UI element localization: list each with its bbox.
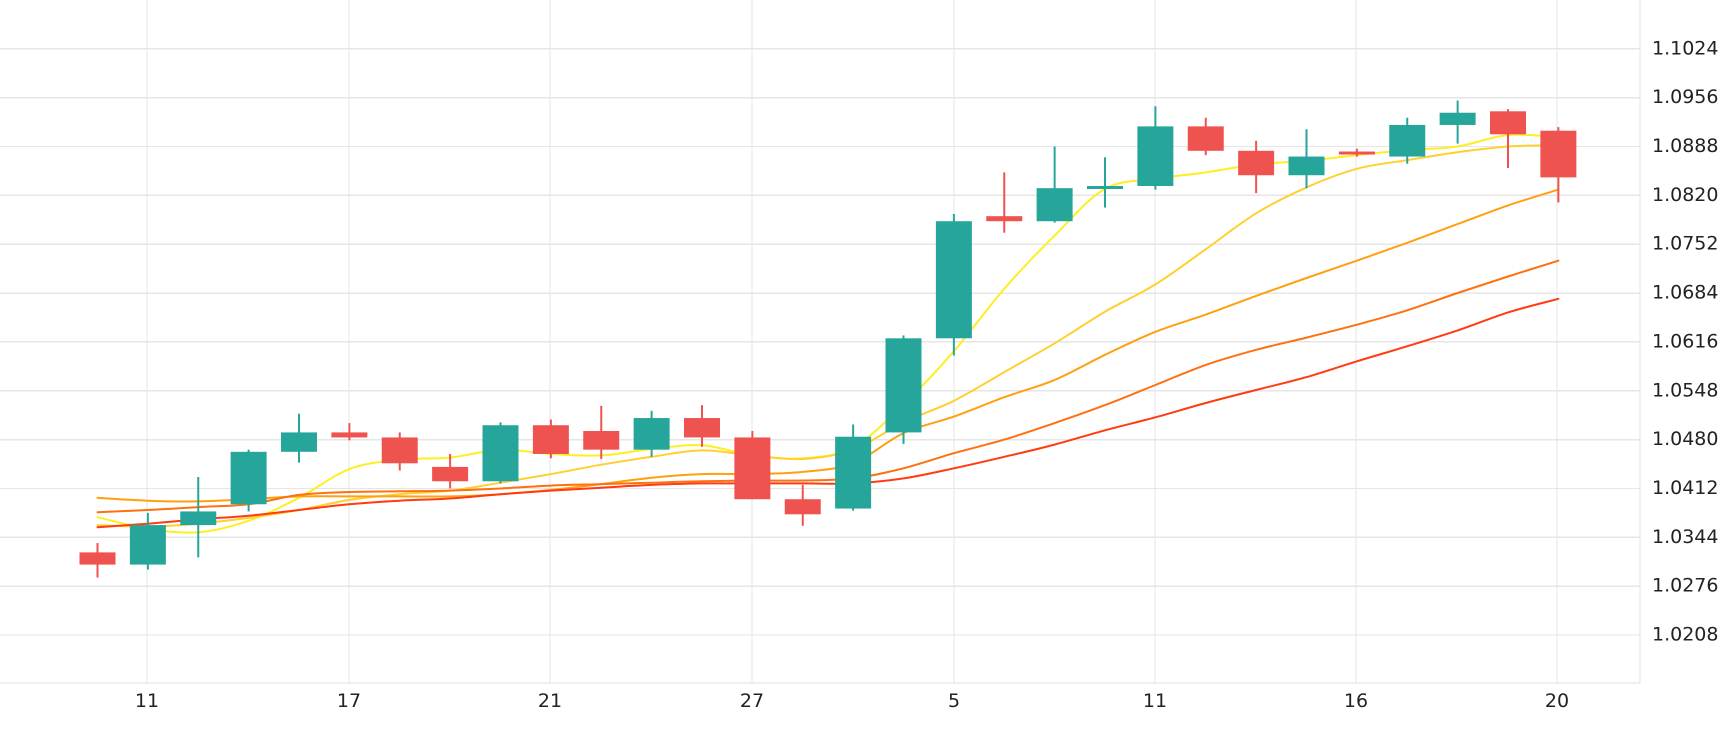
bullish-candle-body — [1137, 126, 1174, 187]
y-tick-label: 1.0684 — [1652, 282, 1718, 304]
moving-average-line-4 — [96, 259, 1560, 514]
candle — [684, 405, 720, 447]
y-tick-label: 1.0548 — [1652, 379, 1718, 401]
y-tick-label: 1.0888 — [1652, 135, 1718, 157]
bullish-candle-body — [180, 511, 217, 526]
candle — [281, 413, 317, 463]
x-tick-label: 27 — [740, 690, 764, 712]
y-tick-label: 1.0344 — [1652, 526, 1718, 548]
candle — [1238, 140, 1275, 194]
bullish-candle-body — [885, 338, 922, 433]
axis-layer: 1.1024 1.0956 1.0888 1.0820 1.0752 1.0684 1.06… — [0, 0, 1718, 712]
candle — [1036, 146, 1073, 223]
y-tick-label: 1.0480 — [1652, 428, 1718, 450]
y-tick-label: 1.0956 — [1652, 86, 1718, 108]
bearish-candle-body — [1187, 126, 1224, 151]
bullish-candle-body — [129, 525, 166, 565]
bullish-candle-body — [835, 436, 872, 509]
candle — [79, 543, 116, 578]
x-tick-label: 21 — [538, 690, 562, 712]
candle — [381, 432, 418, 471]
bullish-candle-body — [281, 432, 317, 452]
grid-layer — [0, 0, 1640, 683]
candle — [885, 335, 922, 444]
moving-average-line-2 — [96, 144, 1560, 528]
bearish-candle-body — [381, 437, 418, 464]
x-tick-label: 5 — [948, 690, 960, 712]
bullish-candle-body — [1288, 156, 1325, 176]
bearish-candle-body — [734, 437, 771, 500]
bearish-candle-body — [784, 499, 821, 515]
candle — [432, 453, 469, 489]
candle — [1540, 127, 1577, 203]
y-tick-label: 1.0276 — [1652, 575, 1718, 597]
bullish-candle-body — [230, 451, 267, 505]
candle — [1490, 109, 1526, 169]
bullish-candle-body — [1439, 112, 1476, 125]
bearish-candle-body — [532, 425, 569, 454]
bearish-candle-body — [1490, 111, 1526, 135]
x-tick-label: 11 — [135, 690, 159, 712]
bearish-candle-body — [1540, 130, 1577, 178]
bullish-candle-body — [935, 221, 972, 339]
y-tick-label: 1.0208 — [1652, 624, 1718, 646]
candle — [986, 172, 1023, 233]
candle — [482, 422, 519, 484]
candle — [583, 405, 620, 459]
candle — [230, 449, 267, 512]
y-tick-label: 1.0412 — [1652, 477, 1718, 499]
candle — [532, 419, 569, 459]
bearish-candle-body — [432, 466, 469, 482]
y-tick-label: 1.0820 — [1652, 184, 1718, 206]
x-tick-label: 20 — [1545, 690, 1569, 712]
candle — [784, 484, 821, 526]
bearish-candle-body — [583, 430, 620, 450]
candle — [1439, 100, 1476, 144]
candle — [180, 476, 217, 558]
candle — [1338, 148, 1375, 157]
y-tick-label: 1.0752 — [1652, 233, 1718, 255]
candle — [633, 410, 670, 457]
candle — [331, 423, 368, 441]
bearish-candle-body — [331, 432, 368, 438]
x-tick-label: 16 — [1344, 690, 1368, 712]
moving-average-layer — [96, 133, 1560, 534]
candle-layer — [79, 100, 1577, 578]
bullish-candle-body — [482, 425, 519, 482]
x-tick-label: 11 — [1143, 690, 1167, 712]
moving-average-line-5 — [96, 297, 1560, 529]
bullish-candle-body — [1087, 186, 1123, 190]
candle — [1187, 117, 1224, 156]
candle — [1137, 106, 1174, 190]
bearish-candle-body — [684, 418, 720, 438]
candle — [1389, 117, 1426, 164]
x-tick-label: 17 — [337, 690, 361, 712]
bullish-candle-body — [1389, 124, 1426, 157]
moving-average-line-3 — [96, 188, 1560, 503]
bearish-candle-body — [1338, 151, 1375, 155]
candle — [129, 512, 166, 570]
candle — [935, 214, 972, 356]
y-tick-label: 1.1024 — [1652, 37, 1718, 59]
candle — [1288, 129, 1325, 189]
moving-average-line-1 — [96, 133, 1560, 534]
bullish-candle-body — [633, 418, 670, 450]
candle — [734, 430, 771, 500]
bullish-candle-body — [1036, 188, 1073, 222]
candle — [1087, 157, 1123, 208]
bearish-candle-body — [79, 552, 116, 565]
bearish-candle-body — [986, 216, 1023, 222]
y-tick-label: 1.0616 — [1652, 330, 1718, 352]
bearish-candle-body — [1238, 150, 1275, 176]
candle — [835, 424, 872, 511]
